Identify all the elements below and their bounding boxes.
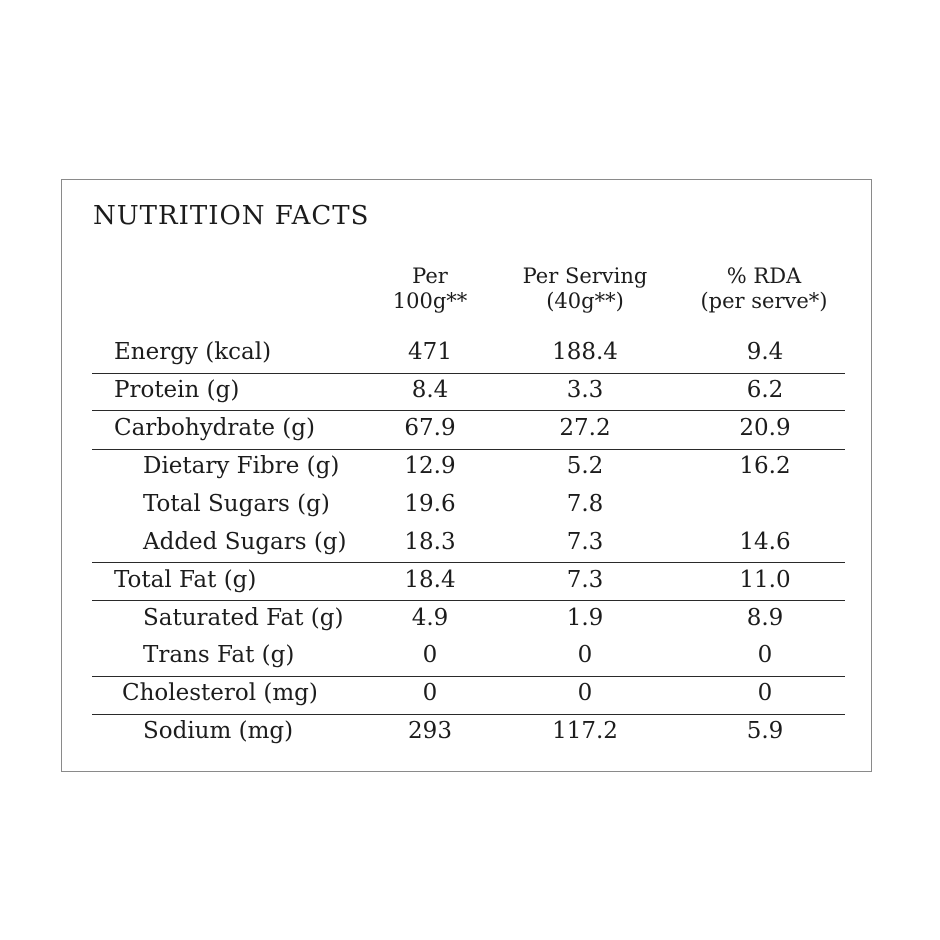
column-header-line: % RDA bbox=[726, 264, 802, 288]
value-rda: 0 bbox=[757, 680, 773, 706]
value-per-serving: 188.4 bbox=[552, 339, 618, 365]
row-divider bbox=[92, 562, 845, 563]
column-header-line: 100g** bbox=[392, 289, 468, 313]
nutrition-title: NUTRITION FACTS bbox=[93, 201, 370, 231]
nutrient-row-dietary-fibre: Dietary Fibre (g) 12.9 5.2 16.2 bbox=[0, 451, 940, 481]
nutrient-label: Cholesterol (mg) bbox=[122, 680, 318, 706]
value-per-100g: 12.9 bbox=[404, 453, 456, 479]
value-per-100g: 4.9 bbox=[411, 605, 449, 631]
row-divider bbox=[92, 714, 845, 715]
nutrient-label: Trans Fat (g) bbox=[143, 642, 295, 668]
nutrient-row-added-sugars: Added Sugars (g) 18.3 7.3 14.6 bbox=[0, 527, 940, 557]
nutrient-label: Protein (g) bbox=[114, 377, 240, 403]
nutrient-label: Sodium (mg) bbox=[143, 718, 294, 744]
value-rda: 0 bbox=[757, 642, 773, 668]
nutrient-row-energy: Energy (kcal) 471 188.4 9.4 bbox=[0, 337, 940, 367]
row-divider bbox=[92, 410, 845, 411]
row-divider bbox=[92, 373, 845, 374]
value-per-serving: 0 bbox=[577, 642, 593, 668]
value-per-100g: 0 bbox=[422, 642, 438, 668]
nutrient-row-cholesterol: Cholesterol (mg) 0 0 0 bbox=[0, 678, 940, 708]
row-divider bbox=[92, 676, 845, 677]
value-per-serving: 7.3 bbox=[566, 529, 604, 555]
nutrient-row-total-fat: Total Fat (g) 18.4 7.3 11.0 bbox=[0, 565, 940, 595]
nutrient-label: Added Sugars (g) bbox=[143, 529, 347, 555]
row-divider bbox=[92, 600, 845, 601]
nutrient-label: Total Fat (g) bbox=[114, 567, 257, 593]
column-header-line: Per bbox=[412, 264, 448, 288]
value-per-100g: 18.3 bbox=[404, 529, 456, 555]
value-rda: 8.9 bbox=[746, 605, 784, 631]
value-per-serving: 117.2 bbox=[552, 718, 618, 744]
nutrient-row-sodium: Sodium (mg) 293 117.2 5.9 bbox=[0, 716, 940, 746]
column-header-line: (per serve*) bbox=[700, 289, 828, 313]
value-per-100g: 293 bbox=[408, 718, 452, 744]
column-header-rda: % RDA (per serve*) bbox=[694, 264, 834, 314]
nutrient-row-carbohydrate: Carbohydrate (g) 67.9 27.2 20.9 bbox=[0, 413, 940, 443]
value-per-serving: 27.2 bbox=[559, 415, 611, 441]
nutrient-label: Saturated Fat (g) bbox=[143, 605, 344, 631]
nutrient-label: Dietary Fibre (g) bbox=[143, 453, 340, 479]
value-per-100g: 18.4 bbox=[404, 567, 456, 593]
value-per-serving: 5.2 bbox=[566, 453, 604, 479]
value-per-100g: 0 bbox=[422, 680, 438, 706]
column-header-per-serving: Per Serving (40g**) bbox=[510, 264, 660, 314]
column-header-line: Per Serving bbox=[522, 264, 648, 288]
value-per-serving: 1.9 bbox=[566, 605, 604, 631]
nutrient-row-trans-fat: Trans Fat (g) 0 0 0 bbox=[0, 640, 940, 670]
value-rda: 6.2 bbox=[746, 377, 784, 403]
value-per-serving: 0 bbox=[577, 680, 593, 706]
nutrition-facts-panel bbox=[61, 179, 872, 772]
value-rda: 9.4 bbox=[746, 339, 784, 365]
nutrient-label: Energy (kcal) bbox=[114, 339, 272, 365]
value-per-serving: 3.3 bbox=[566, 377, 604, 403]
value-per-100g: 471 bbox=[408, 339, 452, 365]
value-rda: 5.9 bbox=[746, 718, 784, 744]
value-per-100g: 67.9 bbox=[404, 415, 456, 441]
nutrient-label: Carbohydrate (g) bbox=[114, 415, 315, 441]
row-divider bbox=[92, 449, 845, 450]
value-rda: 16.2 bbox=[739, 453, 791, 479]
nutrient-row-total-sugars: Total Sugars (g) 19.6 7.8 bbox=[0, 489, 940, 519]
value-rda: 20.9 bbox=[739, 415, 791, 441]
nutrient-row-saturated-fat: Saturated Fat (g) 4.9 1.9 8.9 bbox=[0, 603, 940, 633]
nutrient-label: Total Sugars (g) bbox=[143, 491, 330, 517]
value-rda: 14.6 bbox=[739, 529, 791, 555]
value-per-serving: 7.3 bbox=[566, 567, 604, 593]
value-per-100g: 8.4 bbox=[411, 377, 449, 403]
value-rda: 11.0 bbox=[739, 567, 791, 593]
column-header-line: (40g**) bbox=[546, 289, 624, 313]
column-header-per-100g: Per 100g** bbox=[380, 264, 480, 314]
value-per-serving: 7.8 bbox=[566, 491, 604, 517]
value-per-100g: 19.6 bbox=[404, 491, 456, 517]
nutrient-row-protein: Protein (g) 8.4 3.3 6.2 bbox=[0, 375, 940, 405]
